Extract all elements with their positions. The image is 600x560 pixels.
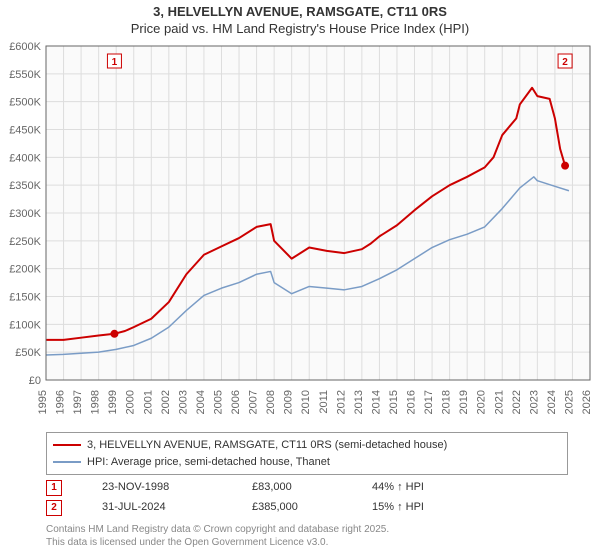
svg-text:£600K: £600K xyxy=(9,41,41,53)
footer-line2: This data is licensed under the Open Gov… xyxy=(46,536,389,549)
svg-text:2008: 2008 xyxy=(265,390,277,414)
sales-row: 1 23-NOV-1998 £83,000 44% ↑ HPI xyxy=(46,478,472,498)
chart-svg: £0 £50K £100K £150K £200K £250K £300K £350K £400… xyxy=(0,40,600,430)
footer-line1: Contains HM Land Registry data © Crown c… xyxy=(46,523,389,536)
chart-title-line2: Price paid vs. HM Land Registry's House … xyxy=(0,21,600,38)
svg-text:2007: 2007 xyxy=(248,390,260,414)
sales-table: 1 23-NOV-1998 £83,000 44% ↑ HPI 2 31-JUL… xyxy=(46,478,472,518)
sale-date: 31-JUL-2024 xyxy=(102,498,212,518)
svg-text:2000: 2000 xyxy=(125,390,137,414)
svg-text:2020: 2020 xyxy=(476,390,488,414)
sales-row: 2 31-JUL-2024 £385,000 15% ↑ HPI xyxy=(46,498,472,518)
legend-item: HPI: Average price, semi-detached house,… xyxy=(53,454,561,471)
sale-pct: 44% ↑ HPI xyxy=(372,478,472,498)
svg-text:2014: 2014 xyxy=(370,390,382,414)
chart-area: £0 £50K £100K £150K £200K £250K £300K £350K £400… xyxy=(0,40,600,430)
svg-text:2005: 2005 xyxy=(212,390,224,414)
legend-label: HPI: Average price, semi-detached house,… xyxy=(87,454,330,471)
svg-text:2016: 2016 xyxy=(406,390,418,414)
legend-item: 3, HELVELLYN AVENUE, RAMSGATE, CT11 0RS … xyxy=(53,437,561,454)
svg-text:2018: 2018 xyxy=(441,390,453,414)
svg-text:2003: 2003 xyxy=(177,390,189,414)
footer: Contains HM Land Registry data © Crown c… xyxy=(46,523,389,549)
svg-text:1998: 1998 xyxy=(90,390,102,414)
svg-text:2022: 2022 xyxy=(511,390,523,414)
legend-swatch xyxy=(53,444,81,446)
svg-text:£150K: £150K xyxy=(9,292,41,304)
svg-text:£500K: £500K xyxy=(9,97,41,109)
marker-badge: 2 xyxy=(46,500,62,516)
sale-pct: 15% ↑ HPI xyxy=(372,498,472,518)
svg-text:2009: 2009 xyxy=(283,390,295,414)
svg-text:2017: 2017 xyxy=(423,390,435,414)
svg-text:1997: 1997 xyxy=(72,390,84,414)
svg-text:1: 1 xyxy=(112,57,118,68)
svg-text:2023: 2023 xyxy=(528,390,540,414)
svg-text:£550K: £550K xyxy=(9,69,41,81)
sale-price: £385,000 xyxy=(252,498,332,518)
svg-text:2024: 2024 xyxy=(546,390,558,414)
svg-text:2025: 2025 xyxy=(563,390,575,414)
chart-title-line1: 3, HELVELLYN AVENUE, RAMSGATE, CT11 0RS xyxy=(0,0,600,21)
svg-text:2002: 2002 xyxy=(160,390,172,414)
svg-text:£200K: £200K xyxy=(9,264,41,276)
svg-text:2010: 2010 xyxy=(300,390,312,414)
svg-text:£400K: £400K xyxy=(9,152,41,164)
svg-text:2: 2 xyxy=(562,57,568,68)
svg-text:2019: 2019 xyxy=(458,390,470,414)
svg-text:2006: 2006 xyxy=(230,390,242,414)
legend-swatch xyxy=(53,461,81,463)
svg-text:2013: 2013 xyxy=(353,390,365,414)
svg-text:£50K: £50K xyxy=(15,347,41,359)
svg-text:£0: £0 xyxy=(29,375,41,387)
svg-text:2021: 2021 xyxy=(493,390,505,414)
svg-text:£250K: £250K xyxy=(9,236,41,248)
svg-text:1996: 1996 xyxy=(55,390,67,414)
legend: 3, HELVELLYN AVENUE, RAMSGATE, CT11 0RS … xyxy=(46,432,568,475)
sale-price: £83,000 xyxy=(252,478,332,498)
svg-text:2026: 2026 xyxy=(581,390,593,414)
svg-text:2004: 2004 xyxy=(195,390,207,414)
svg-text:£350K: £350K xyxy=(9,180,41,192)
svg-text:2001: 2001 xyxy=(142,390,154,414)
legend-label: 3, HELVELLYN AVENUE, RAMSGATE, CT11 0RS … xyxy=(87,437,447,454)
svg-text:£100K: £100K xyxy=(9,319,41,331)
svg-text:1999: 1999 xyxy=(107,390,119,414)
sale-date: 23-NOV-1998 xyxy=(102,478,212,498)
svg-text:2015: 2015 xyxy=(388,390,400,414)
svg-text:2012: 2012 xyxy=(335,390,347,414)
svg-text:2011: 2011 xyxy=(318,390,330,414)
marker-badge: 1 xyxy=(46,480,62,496)
svg-text:£450K: £450K xyxy=(9,125,41,137)
svg-text:£300K: £300K xyxy=(9,208,41,220)
svg-text:1995: 1995 xyxy=(37,390,49,414)
